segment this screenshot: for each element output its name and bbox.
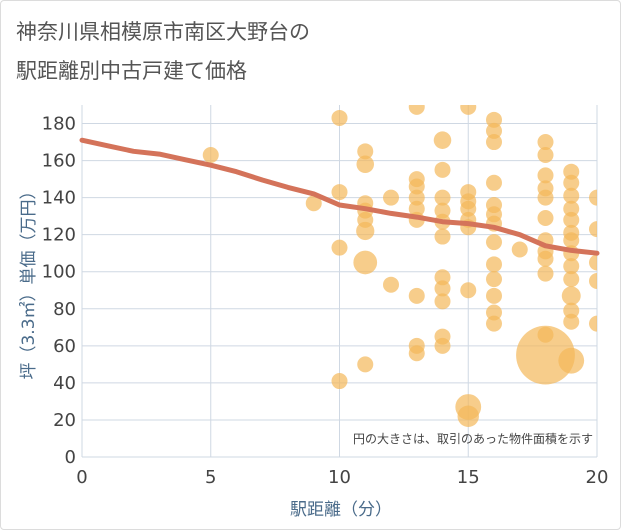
y-tick-label-8: 160 bbox=[42, 151, 76, 172]
bubble-59 bbox=[537, 134, 554, 151]
bubble-14 bbox=[383, 189, 399, 206]
bubble-6 bbox=[357, 143, 374, 160]
chart-title-line-1: 神奈川県相模原市南区大野台の bbox=[16, 20, 310, 44]
chart-title-line-2: 駅距離別中古戸建て価格 bbox=[16, 59, 247, 83]
x-axis-title: 駅距離（分） bbox=[290, 500, 392, 520]
bubble-61 bbox=[537, 167, 554, 184]
bubble-32 bbox=[434, 280, 451, 297]
bubble-82 bbox=[563, 302, 580, 319]
bubble-20 bbox=[408, 200, 425, 217]
bubble-18 bbox=[408, 178, 425, 195]
bubble-24 bbox=[408, 345, 425, 362]
bubble-19 bbox=[408, 189, 425, 206]
bubble-68 bbox=[537, 265, 554, 282]
bubble-64 bbox=[537, 210, 554, 227]
bubble-56 bbox=[486, 304, 502, 321]
bubble-87 bbox=[589, 254, 597, 271]
bubble-11 bbox=[356, 221, 375, 241]
bubble-35 bbox=[434, 337, 451, 354]
bubble-16 bbox=[408, 105, 425, 115]
bubble-4 bbox=[331, 239, 348, 256]
y-tick-label-4: 80 bbox=[53, 299, 76, 320]
bubble-53 bbox=[486, 256, 502, 273]
bubble-57 bbox=[486, 315, 502, 332]
bubble-60 bbox=[537, 147, 554, 164]
bubble-84 bbox=[558, 347, 585, 374]
bubble-27 bbox=[434, 189, 451, 206]
bubble-7 bbox=[356, 155, 375, 174]
size-note: 円の大きさは、取引のあった物件面積を示す bbox=[353, 431, 593, 446]
bubble-71 bbox=[563, 163, 580, 180]
bubble-73 bbox=[563, 187, 580, 204]
bubble-75 bbox=[563, 211, 580, 228]
bubble-48 bbox=[486, 174, 502, 191]
bubble-63 bbox=[537, 189, 554, 206]
bubble-36 bbox=[460, 105, 477, 115]
bubble-42 bbox=[460, 282, 477, 299]
bubble-45 bbox=[486, 111, 502, 128]
bubble-5 bbox=[331, 373, 348, 390]
bubble-83 bbox=[563, 313, 580, 330]
bubble-70 bbox=[516, 325, 575, 385]
bubble-2 bbox=[331, 109, 348, 126]
y-tick-label-9: 180 bbox=[42, 114, 76, 135]
bubble-55 bbox=[486, 287, 502, 304]
x-tick-label-2: 10 bbox=[328, 467, 351, 488]
bubble-79 bbox=[563, 258, 580, 275]
bubble-46 bbox=[486, 122, 502, 139]
bubble-88 bbox=[589, 273, 597, 289]
y-tick-label-5: 100 bbox=[42, 262, 76, 283]
bubble-15 bbox=[383, 276, 399, 293]
x-tick-label-4: 20 bbox=[586, 467, 609, 488]
y-tick-label-0: 0 bbox=[65, 447, 76, 468]
y-tick-label-2: 40 bbox=[53, 373, 76, 394]
bubble-12 bbox=[353, 250, 378, 275]
bubble-52 bbox=[486, 234, 502, 251]
bubble-77 bbox=[563, 232, 580, 249]
y-axis-title: 坪（3.3㎡）単価（万円） bbox=[19, 182, 39, 379]
bubble-74 bbox=[563, 200, 580, 217]
x-tick-label-0: 0 bbox=[76, 467, 87, 488]
x-tick-label-3: 15 bbox=[457, 467, 480, 488]
bubble-33 bbox=[434, 293, 451, 310]
bubble-26 bbox=[434, 161, 451, 178]
bubble-3 bbox=[331, 184, 348, 201]
x-tick-label-1: 5 bbox=[205, 467, 216, 488]
y-tick-labels: 0 20 40 60 80 100 120 140 160 180 bbox=[42, 114, 76, 468]
bubble-89 bbox=[589, 315, 597, 332]
bubble-28 bbox=[434, 202, 451, 219]
bubble-30 bbox=[434, 228, 451, 245]
bubble-58 bbox=[511, 241, 528, 258]
bubble-31 bbox=[434, 269, 451, 286]
bubble-0 bbox=[202, 147, 219, 164]
x-tick-labels: 0 5 10 15 20 bbox=[76, 467, 608, 488]
trend-line bbox=[79, 137, 600, 256]
bubble-86 bbox=[589, 221, 597, 238]
bubble-81 bbox=[561, 286, 581, 306]
bubble-80 bbox=[563, 271, 580, 288]
y-tick-label-1: 20 bbox=[53, 410, 76, 431]
bubble-1 bbox=[305, 195, 322, 212]
bubble-layer bbox=[202, 105, 597, 427]
bubble-47 bbox=[486, 134, 502, 151]
grid bbox=[81, 105, 598, 458]
bubble-67 bbox=[537, 250, 554, 267]
y-tick-label-6: 120 bbox=[42, 225, 76, 246]
bubble-39 bbox=[460, 200, 477, 217]
bubble-54 bbox=[486, 271, 502, 288]
y-tick-label-3: 60 bbox=[53, 336, 76, 357]
bubble-25 bbox=[433, 131, 452, 149]
y-tick-label-7: 140 bbox=[42, 188, 76, 209]
bubble-85 bbox=[589, 189, 597, 206]
bubble-72 bbox=[563, 174, 580, 191]
bubble-22 bbox=[408, 287, 425, 304]
bubble-13 bbox=[357, 356, 374, 373]
bubble-44 bbox=[457, 405, 479, 427]
